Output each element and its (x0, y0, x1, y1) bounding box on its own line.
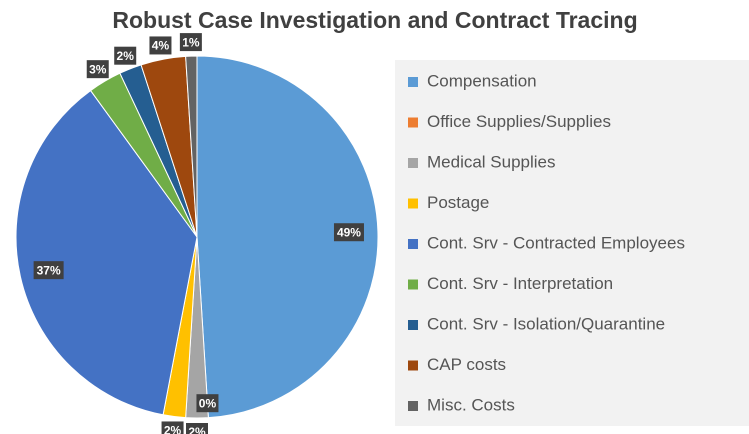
legend-label: Misc. Costs (427, 395, 515, 414)
data-label-box (86, 60, 109, 79)
legend-swatch (408, 117, 418, 128)
data-label-box (161, 421, 184, 434)
legend-swatch (408, 320, 418, 330)
legend-swatch (408, 158, 418, 168)
legend-label: Compensation (427, 71, 537, 90)
data-label: 4% (152, 39, 170, 53)
data-label: 2% (188, 425, 206, 434)
data-label: 3% (89, 62, 107, 76)
data-label: 0% (199, 396, 217, 410)
data-label-box (179, 33, 202, 52)
data-label: 1% (182, 35, 200, 49)
pie-slice (196, 55, 379, 419)
legend-label: Cont. Srv - Contracted Employees (427, 233, 685, 252)
data-label-box (196, 394, 219, 413)
data-label: 2% (117, 49, 135, 63)
legend-swatch (408, 401, 418, 411)
data-label-box (149, 36, 172, 55)
data-label: 49% (337, 225, 361, 239)
legend-label: Cont. Srv - Interpretation (427, 274, 613, 293)
legend-label: CAP costs (427, 355, 506, 374)
legend-swatch (408, 279, 418, 290)
legend-swatch (408, 360, 418, 371)
legend-label: Postage (427, 193, 489, 212)
data-label-box (333, 223, 364, 242)
legend-box (395, 60, 749, 426)
legend-label: Office Supplies/Supplies (427, 112, 611, 131)
data-label-box (33, 261, 64, 280)
legend-label: Cont. Srv - Isolation/Quarantine (427, 314, 665, 333)
legend-swatch (408, 239, 418, 249)
data-label-box (114, 46, 137, 65)
pie-slice (185, 55, 198, 238)
legend-swatch (408, 198, 418, 209)
data-label: 37% (37, 263, 61, 277)
chart-title: Robust Case Investigation and Contract T… (112, 7, 637, 33)
data-label-box (186, 423, 208, 434)
data-label: 2% (164, 424, 182, 434)
legend-label: Medical Supplies (427, 152, 556, 171)
legend-swatch (408, 77, 418, 87)
pie-slice (15, 89, 198, 416)
